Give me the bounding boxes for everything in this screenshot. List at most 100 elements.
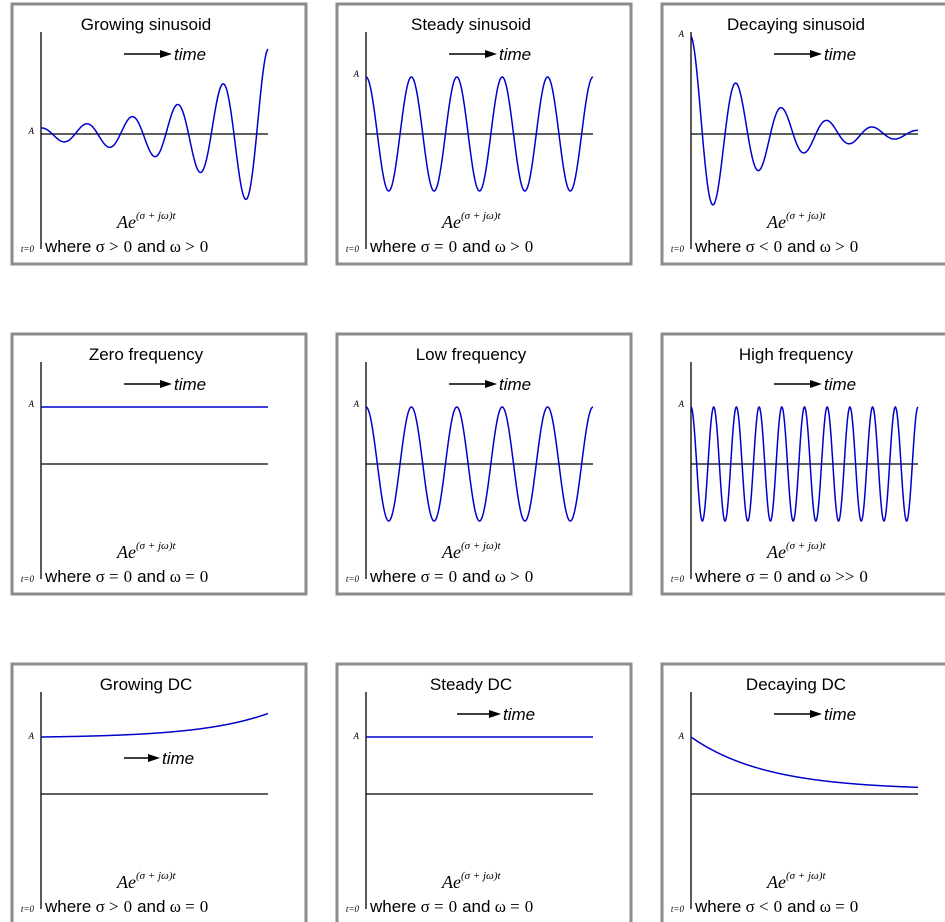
sigma-relation: = — [109, 567, 119, 586]
sigma-symbol: σ — [91, 897, 109, 916]
time-label: time — [162, 749, 194, 768]
panel-title: Steady sinusoid — [411, 15, 531, 34]
and-word: and — [462, 237, 490, 256]
sigma-value: 0 — [124, 567, 133, 586]
and-word: and — [787, 567, 815, 586]
amplitude-label: A — [353, 69, 360, 79]
sigma-symbol: σ — [741, 897, 759, 916]
t0-label: t=0 — [346, 574, 360, 584]
panel-growing-dc: Growing DC time A Ae(σ + jω)t t=0 where … — [10, 662, 308, 922]
expression: Ae(σ + jω)t — [441, 540, 501, 562]
t0-label: t=0 — [21, 244, 35, 254]
sigma-symbol: σ — [416, 897, 434, 916]
omega-symbol: ω — [490, 567, 510, 586]
t0-label: t=0 — [346, 904, 360, 914]
expression-exponent: (σ + jω)t — [136, 870, 176, 882]
sigma-symbol: σ — [416, 567, 434, 586]
omega-symbol: ω — [815, 567, 835, 586]
sigma-relation: > — [109, 237, 119, 256]
t0-label: t=0 — [21, 904, 35, 914]
condition: where σ >0 and ω = 0 — [44, 897, 208, 916]
panel-title: Steady DC — [430, 675, 512, 694]
sigma-value: 0 — [774, 567, 783, 586]
omega-value: 0 — [525, 897, 534, 916]
panel-title: Growing DC — [100, 675, 193, 694]
omega-value: 0 — [859, 567, 868, 586]
sigma-value: 0 — [774, 237, 783, 256]
waveform-curve — [40, 48, 269, 201]
omega-symbol: ω — [165, 567, 185, 586]
waveform-curve — [40, 712, 269, 738]
t0-label: t=0 — [671, 574, 685, 584]
and-word: and — [137, 897, 165, 916]
waveform-curve — [690, 736, 919, 789]
amplitude-label: A — [28, 399, 35, 409]
omega-value: 0 — [525, 567, 534, 586]
time-arrow — [774, 380, 822, 388]
time-label: time — [824, 375, 856, 394]
condition: where σ = 0 and ω >0 — [369, 567, 533, 586]
where-word: where — [369, 897, 416, 916]
sigma-value: 0 — [449, 897, 458, 916]
sigma-symbol: σ — [416, 237, 434, 256]
where-word: where — [694, 237, 741, 256]
time-arrow — [774, 50, 822, 58]
omega-symbol: ω — [490, 237, 510, 256]
amplitude-label: A — [678, 731, 685, 741]
time-label: time — [824, 45, 856, 64]
and-word: and — [137, 237, 165, 256]
omega-symbol: ω — [815, 897, 835, 916]
expression: Ae(σ + jω)t — [766, 210, 826, 232]
expression-base: Ae — [441, 212, 461, 232]
panel-title: Zero frequency — [89, 345, 204, 364]
expression-base: Ae — [441, 542, 461, 562]
expression-base: Ae — [766, 542, 786, 562]
sigma-value: 0 — [124, 897, 133, 916]
omega-value: 0 — [200, 897, 209, 916]
panel-title: Decaying sinusoid — [727, 15, 865, 34]
amplitude-label: A — [28, 126, 35, 136]
omega-relation: = — [835, 897, 845, 916]
time-label: time — [499, 375, 531, 394]
t0-label: t=0 — [21, 574, 35, 584]
where-word: where — [369, 567, 416, 586]
panel-frame — [10, 662, 308, 922]
time-arrow — [124, 754, 160, 762]
panel-growing-sinusoid: Growing sinusoid time A Ae(σ + jω)t t=0 … — [10, 2, 308, 266]
and-word: and — [787, 897, 815, 916]
expression-exponent: (σ + jω)t — [461, 210, 501, 222]
omega-relation: = — [510, 897, 520, 916]
sigma-relation: = — [759, 567, 769, 586]
waveform-curve — [690, 405, 919, 523]
sigma-relation: = — [434, 897, 444, 916]
expression-exponent: (σ + jω)t — [786, 870, 826, 882]
panel-decaying-dc: Decaying DC time A Ae(σ + jω)t t=0 where… — [660, 662, 945, 922]
expression-exponent: (σ + jω)t — [461, 540, 501, 552]
time-arrow — [124, 50, 172, 58]
sigma-relation: < — [759, 237, 769, 256]
sigma-relation: = — [434, 567, 444, 586]
panel-steady-dc: Steady DC time A Ae(σ + jω)t t=0 where σ… — [335, 662, 633, 922]
expression-base: Ae — [441, 872, 461, 892]
omega-relation: > — [185, 237, 195, 256]
time-label: time — [174, 375, 206, 394]
expression-exponent: (σ + jω)t — [136, 210, 176, 222]
and-word: and — [462, 897, 490, 916]
waveform-curve — [365, 406, 594, 522]
t0-label: t=0 — [671, 904, 685, 914]
time-arrow — [449, 380, 497, 388]
sigma-value: 0 — [774, 897, 783, 916]
condition: where σ = 0 and ω >> 0 — [694, 567, 868, 586]
panel-steady-sinusoid: Steady sinusoid time A Ae(σ + jω)t t=0 w… — [335, 2, 633, 266]
where-word: where — [44, 897, 91, 916]
expression-base: Ae — [766, 872, 786, 892]
omega-value: 0 — [200, 237, 209, 256]
time-arrow — [457, 710, 501, 718]
where-word: where — [369, 237, 416, 256]
expression: Ae(σ + jω)t — [116, 210, 176, 232]
panel-title: Growing sinusoid — [81, 15, 211, 34]
sigma-relation: < — [759, 897, 769, 916]
and-word: and — [137, 567, 165, 586]
sigma-value: 0 — [449, 567, 458, 586]
